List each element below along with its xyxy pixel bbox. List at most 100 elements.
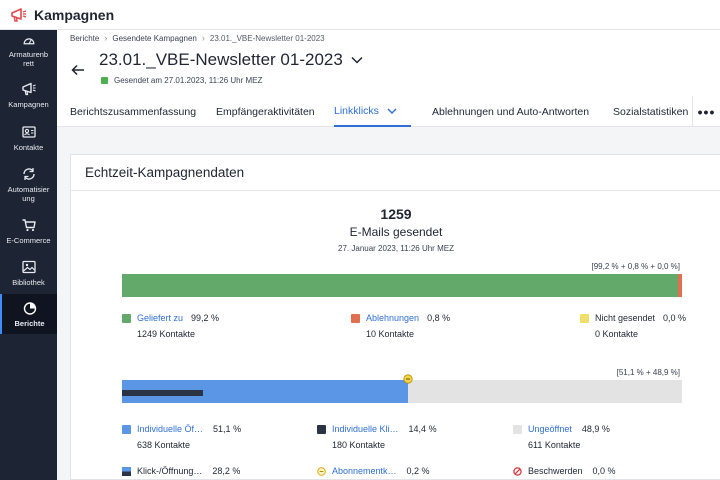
sidebar-item-campaigns[interactable]: Kampagnen — [0, 72, 57, 118]
legend-value: 28,2 % — [212, 466, 241, 476]
legend-complaints: Beschwerden 0,0 % — [513, 466, 616, 476]
automation-icon — [22, 167, 35, 180]
sidebar-item-label: Berichte — [14, 319, 45, 328]
sidebar-item-reports[interactable]: Berichte — [0, 294, 57, 334]
tab-label: Sozialstatistiken — [613, 105, 689, 118]
legend-value: 51,1 % — [213, 424, 242, 434]
legend-swatch — [317, 424, 326, 434]
tab-recipient-activities[interactable]: Empfängeraktivitäten — [216, 96, 315, 127]
delivered-segment[interactable] — [122, 274, 678, 297]
click-open-icon — [122, 466, 131, 476]
legend-count: 638 Kontakte — [137, 440, 191, 450]
chevron-down-icon — [387, 108, 397, 114]
sidebar-item-label: Automatisierung — [7, 184, 50, 203]
sidebar-item-label: Kontakte — [13, 143, 44, 152]
legend-click-open-rate: Klick-/Öffnung… 28,2 % — [122, 466, 240, 476]
legend-unique-opens: Individuelle Öf… 51,1 % 638 Kontakte — [122, 424, 241, 450]
image-icon — [21, 260, 36, 274]
legend-delivered: Geliefert zu 99,2 % 1249 Kontakte — [122, 313, 219, 339]
delivered-link[interactable]: Geliefert zu — [137, 313, 184, 323]
legend-count: 10 Kontakte — [366, 329, 415, 339]
legend-value: 99,2 % — [191, 313, 220, 323]
cart-icon — [22, 219, 36, 232]
delivery-percent-summary: [99,2 % + 0,8 % + 0,0 %] — [591, 262, 681, 271]
unique-opens-link[interactable]: Individuelle Öf… — [137, 424, 204, 434]
legend-value: 0,8 % — [427, 313, 451, 323]
sidebar-item-label: Armaturenbrett — [8, 50, 49, 68]
contacts-icon — [21, 126, 36, 138]
app-title: Kampagnen — [34, 6, 115, 23]
unsubscribe-icon — [317, 466, 326, 476]
legend-label: Nicht gesendet — [595, 313, 656, 323]
tab-bounces-autoreplies[interactable]: Ablehnungen und Auto-Antworten — [432, 96, 589, 127]
legend-count: 611 Kontakte — [528, 440, 581, 450]
legend-value: 0,2 % — [406, 466, 430, 476]
legend-unique-clicks: Individuelle Kli… 14,4 % 180 Kontakte — [317, 424, 437, 450]
bounces-link[interactable]: Ablehnungen — [366, 313, 420, 323]
sidebar-item-label: Kampagnen — [8, 100, 49, 109]
pie-chart-icon — [23, 302, 36, 315]
megaphone-icon — [11, 7, 27, 22]
legend-value: 14,4 % — [408, 424, 437, 434]
opens-percent-summary: [51,1 % + 48,9 %] — [616, 368, 680, 377]
legend-not-sent: Nicht gesendet 0,0 % 0 Kontakte — [580, 313, 686, 339]
sidebar: Armaturenbrett Kampagnen Kontakte Automa… — [0, 30, 57, 480]
sidebar-item-contacts[interactable]: Kontakte — [0, 118, 57, 158]
unsubscribes-link[interactable]: Abonnementk… — [332, 466, 397, 476]
megaphone-icon — [21, 82, 36, 96]
chevron-right-icon: › — [104, 33, 108, 43]
complaint-icon — [513, 466, 522, 476]
tab-label: Berichtszusammenfassung — [70, 105, 197, 118]
tab-link-clicks[interactable]: Linkklicks — [334, 96, 411, 127]
sent-count: 1259 — [380, 206, 412, 222]
tab-report-summary[interactable]: Berichtszusammenfassung — [70, 96, 196, 127]
campaign-title-row: 23.01._VBE-Newsletter 01-2023 — [99, 50, 363, 70]
legend-label: Klick-/Öffnung… — [137, 466, 203, 476]
delivery-bar — [122, 274, 682, 297]
legend-unopened: Ungeöffnet 48,9 % 611 Kontakte — [513, 424, 610, 450]
legend-value: 48,9 % — [581, 424, 610, 434]
sent-date: 27. Januar 2023, 11:26 Uhr MEZ — [338, 244, 454, 253]
tab-social-stats[interactable]: Sozialstatistiken — [613, 96, 688, 127]
legend-count: 1249 Kontakte — [137, 329, 196, 339]
tab-bar: Berichtszusammenfassung Empfängeraktivit… — [57, 96, 720, 127]
unsubscribe-marker-icon — [403, 374, 413, 384]
chevron-down-icon[interactable] — [351, 56, 363, 64]
dashboard-icon — [23, 38, 34, 45]
breadcrumb: Berichte › Gesendete Kampagnen › 23.01._… — [70, 33, 325, 43]
opens-bar — [122, 380, 682, 403]
page-title: 23.01._VBE-Newsletter 01-2023 — [99, 50, 343, 69]
unique-clicks-link[interactable]: Individuelle Kli… — [332, 424, 399, 434]
sidebar-item-library[interactable]: Bibliothek — [0, 252, 57, 294]
legend-swatch — [351, 313, 360, 323]
breadcrumb-item-current: 23.01._VBE-Newsletter 01-2023 — [209, 33, 325, 43]
legend-swatch — [122, 424, 131, 434]
clicks-segment[interactable] — [122, 390, 203, 396]
status-dot — [101, 77, 108, 84]
legend-bounces: Ablehnungen 0,8 % 10 Kontakte — [351, 313, 450, 339]
more-tabs-button[interactable]: ••• — [692, 96, 720, 127]
legend-count: 180 Kontakte — [332, 440, 386, 450]
realtime-campaign-card: Echtzeit-Kampagnendaten 1259 E-Mails ges… — [70, 154, 720, 480]
legend-swatch — [513, 424, 522, 434]
page-header: Berichte › Gesendete Kampagnen › 23.01._… — [57, 30, 720, 96]
sidebar-item-dashboard[interactable]: Armaturenbrett — [0, 30, 57, 72]
legend-unsubscribes: Abonnementk… 0,2 % — [317, 466, 430, 476]
sent-label: E-Mails gesendet — [349, 225, 443, 239]
unopened-segment[interactable] — [408, 380, 682, 403]
breadcrumb-item-reports[interactable]: Berichte — [70, 33, 100, 43]
sidebar-item-ecommerce[interactable]: E-Commerce — [0, 210, 57, 252]
legend-swatch — [122, 313, 131, 323]
breadcrumb-item-sent-campaigns[interactable]: Gesendete Kampagnen — [112, 33, 197, 43]
opened-segment[interactable] — [122, 380, 409, 403]
legend-label: Beschwerden — [528, 466, 583, 476]
tab-label: Empfängeraktivitäten — [216, 105, 315, 118]
back-arrow-icon[interactable] — [71, 64, 85, 76]
unopened-link[interactable]: Ungeöffnet — [528, 424, 572, 434]
sidebar-item-automation[interactable]: Automatisierung — [0, 158, 57, 210]
chevron-right-icon: › — [201, 33, 205, 43]
legend-value: 0,0 % — [663, 313, 687, 323]
bounced-segment[interactable] — [677, 274, 682, 297]
card-title: Echtzeit-Kampagnendaten — [71, 155, 720, 191]
sidebar-item-label: E-Commerce — [6, 236, 51, 245]
